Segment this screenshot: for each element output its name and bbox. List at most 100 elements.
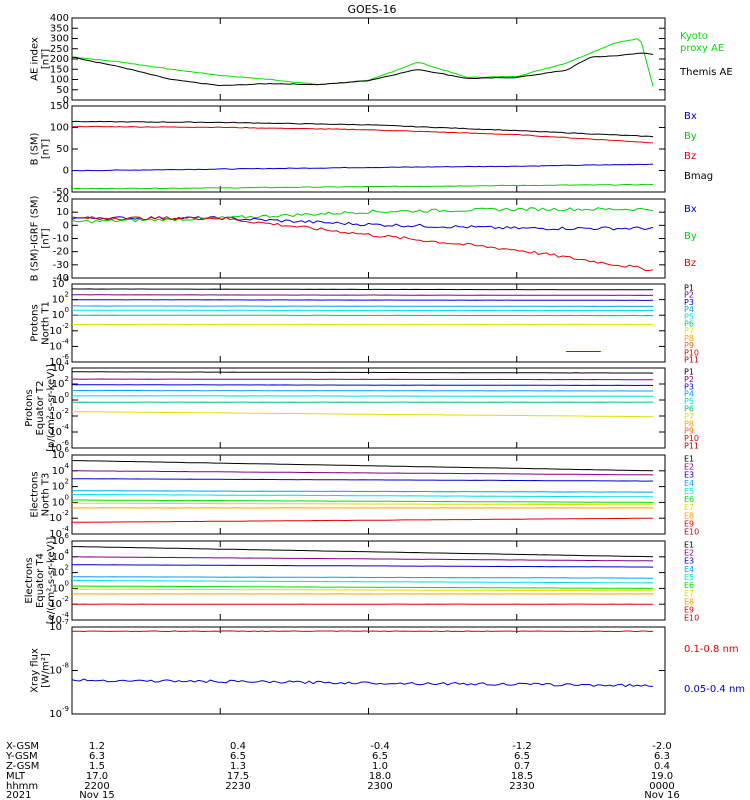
panel-frame <box>71 105 666 193</box>
legend-label: P8 <box>684 419 694 428</box>
chart-series <box>71 38 654 688</box>
ephemeris-value: 0.4 <box>230 741 246 752</box>
legend-label: E1 <box>684 455 694 464</box>
series-p2 <box>72 378 654 381</box>
ephemeris-value: -0.4 <box>370 741 390 752</box>
series-p5 <box>71 395 654 397</box>
legend-label: E5 <box>684 573 694 582</box>
ephemeris-value: 1.2 <box>89 741 105 752</box>
legend-label: Bx <box>684 111 697 122</box>
series-p4 <box>72 305 654 307</box>
series-p3 <box>72 299 654 301</box>
plot-title: GOES-16 <box>347 3 396 16</box>
legend-label: P2 <box>684 375 694 384</box>
y-axis-label: Electrons <box>24 557 35 603</box>
series-kyoto-proxy-ae <box>71 38 654 87</box>
y-axis-label: Protons <box>30 304 41 341</box>
ephemeris-value: 6.5 <box>372 751 388 762</box>
ephemeris-value: 2300 <box>367 781 392 792</box>
legend-label: Bx <box>684 204 697 215</box>
y-axis-label: [nT] <box>41 139 52 159</box>
ephemeris-value: 1.0 <box>372 761 388 772</box>
legend-label: P1 <box>684 368 694 377</box>
y-tick-label: 100 <box>50 75 69 86</box>
y-axis-label: [W/m²] <box>41 653 52 688</box>
ephemeris-row-label: X-GSM <box>6 741 39 752</box>
series-e7 <box>71 502 654 506</box>
y-tick-label: 102 <box>52 478 69 493</box>
legend-label: E8 <box>684 511 694 520</box>
y-tick-label: 400 <box>50 13 69 24</box>
series-bx <box>71 163 654 172</box>
ephemeris-value: 2230 <box>225 781 250 792</box>
series-e6 <box>71 585 654 589</box>
series-e6 <box>71 499 654 503</box>
legend-label: E4 <box>684 565 694 574</box>
y-axis-label: B (SM)-IGRF (SM) <box>30 196 41 282</box>
legend-label: E3 <box>684 557 694 566</box>
legend-label: Bmag <box>684 171 713 182</box>
series-e3 <box>72 564 654 568</box>
series-themis-ae <box>71 52 654 87</box>
ephemeris-value: -2.0 <box>652 741 672 752</box>
ephemeris-value: 17.0 <box>86 771 108 782</box>
legend-label: P8 <box>684 334 694 343</box>
legend-label: P6 <box>684 320 694 329</box>
legend-label: E1 <box>684 541 694 550</box>
legend-label: E2 <box>684 549 694 558</box>
series-e3 <box>71 478 654 482</box>
series-e9 <box>71 517 654 523</box>
y-tick-label: 10 <box>56 207 69 218</box>
y-axis-label: Protons <box>24 389 35 426</box>
legend-label: proxy AE <box>680 43 724 54</box>
legend-label: P11 <box>684 442 699 451</box>
legend-label: E10 <box>684 614 699 623</box>
y-tick-label: 200 <box>50 54 69 65</box>
y-tick-label: 100 <box>52 306 69 321</box>
panel-bsm: 150 100 50 0 -50 B (SM) [nT] Bx By Bz Bmag <box>30 101 714 198</box>
legend-label: E9 <box>684 519 694 528</box>
y-tick-label: -40 <box>53 273 69 284</box>
legend-label: P3 <box>684 382 694 391</box>
ephemeris-value: 1.3 <box>230 761 246 772</box>
legend-label: Bz <box>684 151 696 162</box>
y-tick-label: 10-8 <box>49 662 69 677</box>
y-tick-label: 102 <box>52 291 69 306</box>
legend-label: P5 <box>684 397 694 406</box>
legend-label: E4 <box>684 479 694 488</box>
legend-label: P10 <box>684 348 699 357</box>
y-axis-label: Xray flux <box>30 648 41 693</box>
y-tick-label: -10 <box>53 234 69 245</box>
ephemeris-value: 18.5 <box>511 771 533 782</box>
y-tick-label: 50 <box>56 85 69 96</box>
legend-label: P10 <box>684 434 699 443</box>
y-tick-label: 150 <box>50 101 69 112</box>
series-e5 <box>71 494 654 498</box>
y-axis-label: [nT] <box>41 49 52 69</box>
legend-label: P11 <box>684 356 699 365</box>
ephemeris-value: 19.0 <box>651 771 673 782</box>
legend-label: P3 <box>684 298 694 307</box>
legend-label: E7 <box>684 589 694 598</box>
y-axis-label: North T3 <box>41 473 52 517</box>
series-p1 <box>72 371 654 374</box>
y-tick-label: 250 <box>50 44 69 55</box>
ephemeris-value: Nov 16 <box>644 790 679 800</box>
y-axis-label: B (SM) <box>30 132 41 165</box>
series-e7 <box>72 588 654 592</box>
y-tick-label: 10-2 <box>49 509 69 524</box>
legend-label: E6 <box>684 581 694 590</box>
y-tick-label: 300 <box>50 34 69 45</box>
series-e4 <box>71 490 654 493</box>
y-tick-label: 0 <box>63 220 69 231</box>
ephemeris-value: 1.5 <box>89 761 105 772</box>
legend-label: E8 <box>684 597 694 606</box>
series-e1 <box>72 460 654 472</box>
y-tick-label: 104 <box>52 462 70 477</box>
y-tick-label: 100 <box>50 123 69 134</box>
series-by <box>71 207 654 224</box>
